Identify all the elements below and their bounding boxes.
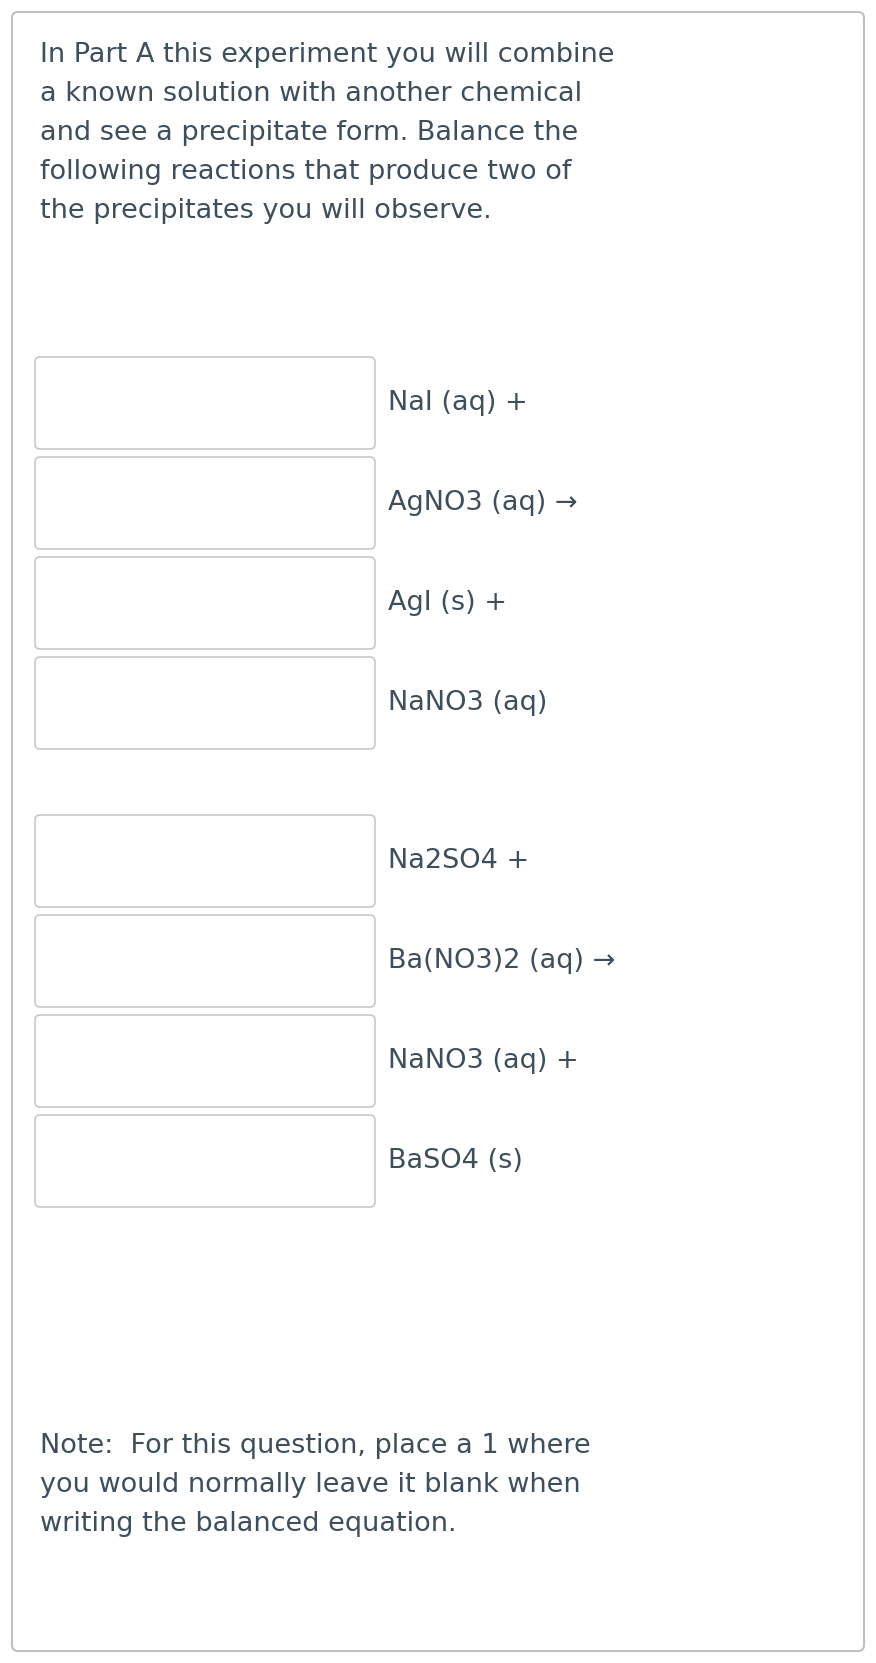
Text: BaSO4 (s): BaSO4 (s): [388, 1147, 523, 1174]
Text: Note:  For this question, place a 1 where
you would normally leave it blank when: Note: For this question, place a 1 where…: [40, 1434, 590, 1537]
Text: Ba(NO3)2 (aq) →: Ba(NO3)2 (aq) →: [388, 948, 615, 975]
Text: AgI (s) +: AgI (s) +: [388, 590, 507, 615]
FancyBboxPatch shape: [35, 358, 375, 449]
Text: In Part A this experiment you will combine
a known solution with another chemica: In Part A this experiment you will combi…: [40, 42, 614, 225]
Text: NaI (aq) +: NaI (aq) +: [388, 391, 527, 416]
FancyBboxPatch shape: [35, 457, 375, 549]
FancyBboxPatch shape: [35, 815, 375, 906]
Text: AgNO3 (aq) →: AgNO3 (aq) →: [388, 491, 577, 516]
FancyBboxPatch shape: [35, 1114, 375, 1207]
Text: NaNO3 (aq): NaNO3 (aq): [388, 690, 548, 717]
Text: NaNO3 (aq) +: NaNO3 (aq) +: [388, 1048, 579, 1074]
FancyBboxPatch shape: [35, 915, 375, 1008]
FancyBboxPatch shape: [35, 557, 375, 649]
FancyBboxPatch shape: [35, 1014, 375, 1108]
FancyBboxPatch shape: [35, 657, 375, 748]
FancyBboxPatch shape: [12, 12, 864, 1651]
Text: Na2SO4 +: Na2SO4 +: [388, 848, 529, 875]
